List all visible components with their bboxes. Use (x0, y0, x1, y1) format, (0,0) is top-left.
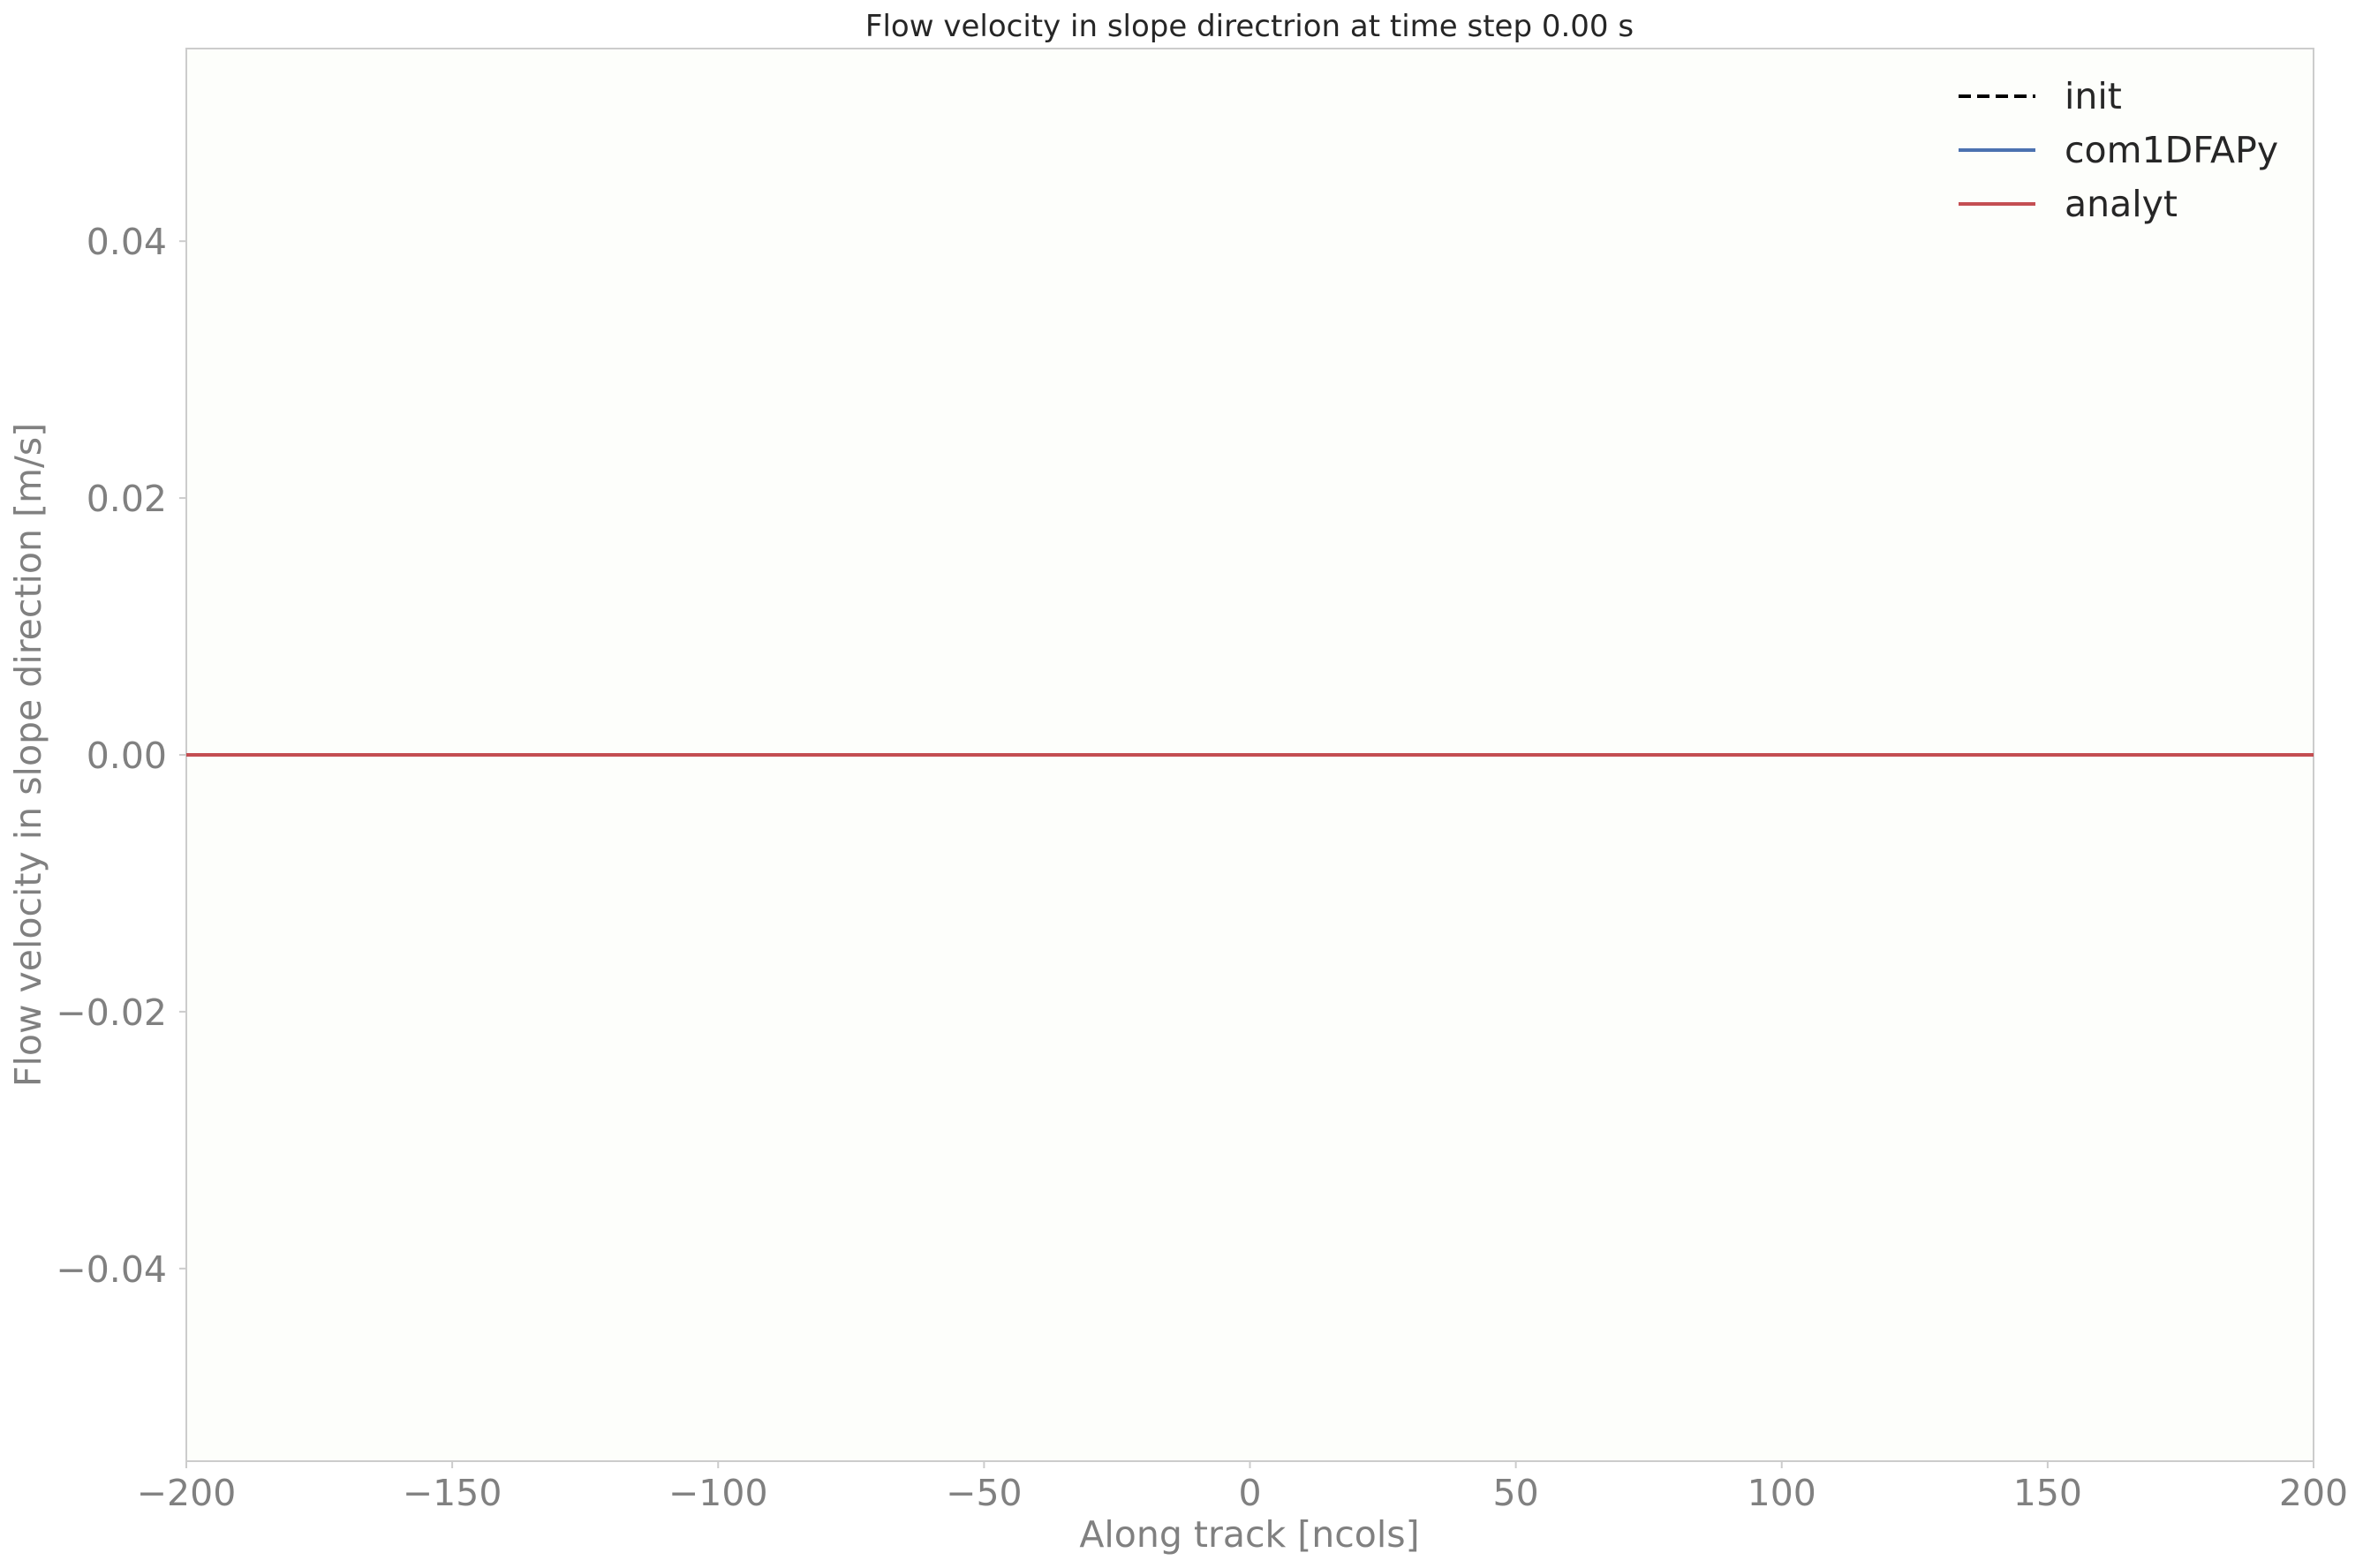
x-tick-label: 150 (2013, 1472, 2082, 1514)
x-tick-label: −100 (668, 1472, 768, 1514)
y-tick-label: 0.00 (87, 735, 167, 777)
x-tick-label: 0 (1238, 1472, 1261, 1514)
legend-label-analyt: analyt (2065, 183, 2178, 225)
x-tick-label: −150 (403, 1472, 502, 1514)
x-axis-label: Along track [ncols] (1079, 1513, 1419, 1556)
y-tick-label: 0.02 (87, 478, 167, 520)
legend-label-com1dfapy: com1DFAPy (2065, 129, 2278, 171)
x-tick-label: 200 (2279, 1472, 2348, 1514)
x-axis-ticks: −200 −150 −100 −50 0 50 100 150 200 (137, 1461, 2348, 1514)
legend: init com1DFAPy analyt (1959, 75, 2278, 225)
legend-label-init: init (2065, 75, 2122, 117)
y-tick-label: −0.04 (56, 1248, 167, 1291)
y-axis-ticks: −0.04 −0.02 0.00 0.02 0.04 (56, 221, 186, 1291)
x-tick-label: −50 (946, 1472, 1023, 1514)
y-tick-label: 0.04 (87, 221, 167, 263)
y-tick-label: −0.02 (56, 991, 167, 1034)
y-axis-label: Flow velocity in slope direction [m/s] (7, 423, 49, 1087)
x-tick-label: 50 (1493, 1472, 1539, 1514)
x-tick-label: 100 (1748, 1472, 1816, 1514)
chart-title: Flow velocity in slope directrion at tim… (865, 9, 1634, 44)
x-tick-label: −200 (137, 1472, 237, 1514)
